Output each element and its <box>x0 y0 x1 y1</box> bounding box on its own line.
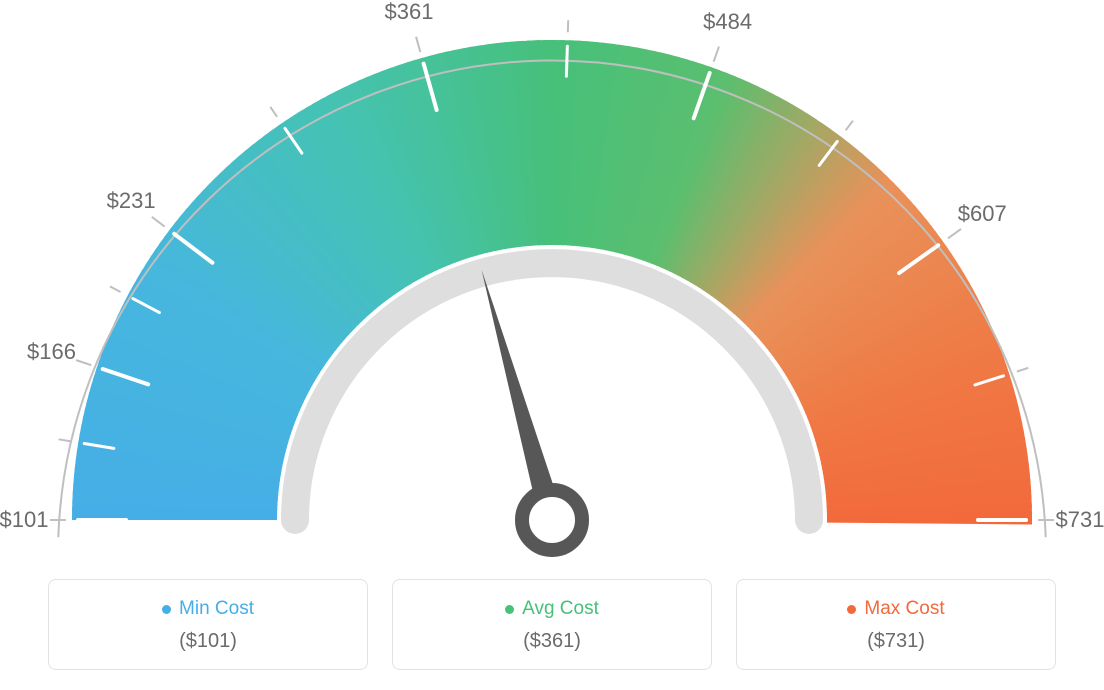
legend-card-min: Min Cost ($101) <box>48 579 368 670</box>
legend-row: Min Cost ($101) Avg Cost ($361) Max Cost… <box>0 579 1104 670</box>
legend-label-max: Max Cost <box>864 598 944 620</box>
legend-card-max: Max Cost ($731) <box>736 579 1056 670</box>
gauge-tick-label: $484 <box>703 9 752 35</box>
gauge-tick-label: $731 <box>1056 507 1104 533</box>
legend-label-min: Min Cost <box>179 598 254 620</box>
legend-dot-avg <box>505 605 514 614</box>
legend-value-max: ($731) <box>749 630 1043 653</box>
legend-card-avg: Avg Cost ($361) <box>392 579 712 670</box>
gauge-tick-label: $166 <box>27 339 76 365</box>
legend-value-avg: ($361) <box>405 630 699 653</box>
gauge-tick-label: $101 <box>0 507 48 533</box>
gauge-tick-label: $231 <box>107 188 156 214</box>
legend-dot-min <box>162 605 171 614</box>
legend-label-avg: Avg Cost <box>522 598 599 620</box>
legend-value-min: ($101) <box>61 630 355 653</box>
gauge-tick-label: $361 <box>385 0 434 25</box>
legend-dot-max <box>847 605 856 614</box>
gauge-svg <box>0 0 1104 560</box>
gauge-chart: $101 $166 $231 $361 $484 $607 $731 <box>0 0 1104 560</box>
gauge-tick-label: $607 <box>958 201 1007 227</box>
